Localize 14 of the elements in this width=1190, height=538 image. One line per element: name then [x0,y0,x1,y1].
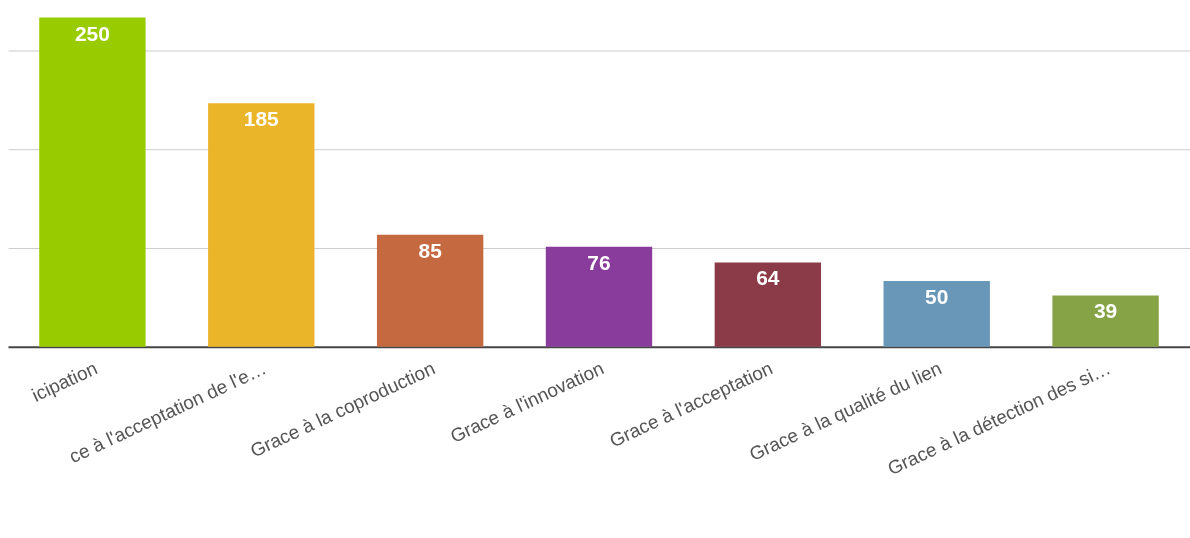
bar [545,246,653,347]
data-label: 185 [243,107,280,131]
bar [883,280,990,347]
bar [1052,295,1159,347]
data-label: 250 [74,21,110,45]
data-label: 85 [418,238,443,262]
bar [208,103,315,347]
data-label: 76 [587,250,611,274]
bar [714,262,822,347]
data-label: 39 [1093,299,1118,323]
data-label: 64 [756,266,780,290]
bar [39,17,146,347]
data-label: 50 [925,284,949,308]
bar [376,234,484,347]
